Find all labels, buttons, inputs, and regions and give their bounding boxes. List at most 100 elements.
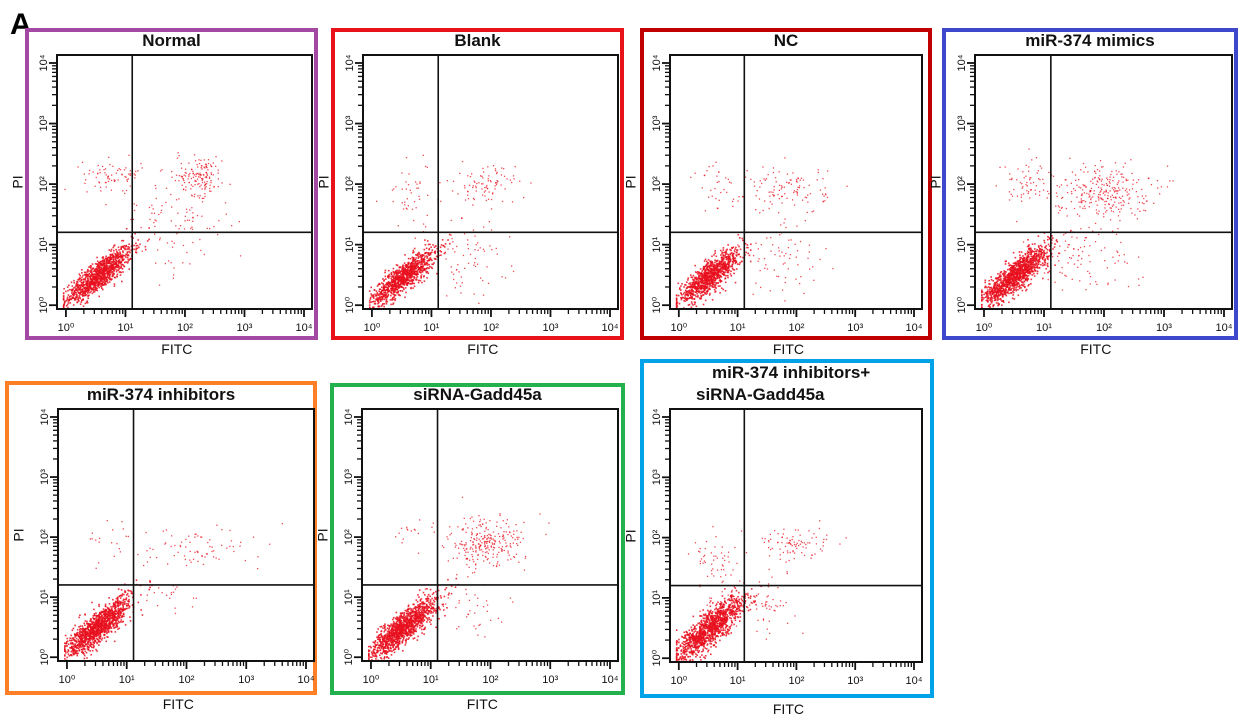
data-point [120,248,122,250]
data-point [824,193,827,195]
data-point [117,266,119,269]
data-point [420,260,423,262]
data-point [78,277,81,279]
data-point [90,274,93,277]
data-point [122,251,124,254]
data-point [416,260,418,262]
data-point [427,243,430,246]
data-point [714,271,716,274]
data-point [208,177,211,179]
data-point [717,276,719,278]
data-point [81,269,83,271]
data-point [1035,259,1037,262]
data-point [708,282,711,284]
data-point [777,193,779,196]
data-point [120,267,123,269]
data-point [109,163,111,166]
data-point [185,208,188,210]
data-point [781,185,783,187]
data-point [69,302,72,304]
data-point [110,179,113,182]
data-point [425,263,427,266]
data-point [443,252,446,255]
data-point [1021,278,1023,281]
data-point [144,248,147,251]
data-point [68,298,70,301]
data-point [458,271,460,273]
data-point [433,251,436,254]
data-point [719,285,721,287]
data-point [1026,250,1029,253]
data-point [411,275,414,278]
data-point [100,271,103,273]
data-point [117,269,120,272]
data-point [782,263,784,265]
data-point [415,274,418,276]
data-point [200,167,202,169]
data-point [727,255,730,258]
data-point [425,226,427,228]
data-point [492,165,495,167]
data-point [218,220,220,222]
data-point [732,257,735,260]
data-point [410,277,412,279]
data-point [1031,250,1033,252]
data-point [447,239,449,241]
data-point [988,287,991,289]
data-point [719,260,721,263]
data-point [446,295,448,297]
data-point [459,285,462,287]
data-point [996,284,999,287]
data-point [997,304,999,307]
data-point [192,170,194,172]
data-point [681,294,683,296]
data-point [781,289,784,291]
data-point [201,168,203,170]
data-point [1005,271,1007,273]
data-point [486,184,488,187]
data-point [424,244,427,246]
data-point [793,191,795,194]
data-point [204,193,206,195]
data-point [1003,272,1005,274]
data-point [981,289,983,292]
data-point [739,256,742,258]
data-point [109,259,112,262]
data-point [175,174,178,176]
y-tick-label: 10³ [651,115,663,131]
data-point [171,176,173,178]
data-point [722,263,724,266]
data-point [478,182,480,184]
data-point [1004,279,1006,282]
data-point [117,264,120,267]
data-point [695,287,697,290]
data-point [104,269,107,272]
data-point [126,180,128,182]
data-point [192,172,194,175]
data-point [989,303,992,306]
data-point [391,189,394,191]
data-point [414,270,417,273]
data-point [1021,261,1023,263]
data-point [727,178,729,180]
data-point [68,299,70,302]
data-point [675,299,678,302]
data-point [381,286,383,289]
data-point [778,189,780,191]
data-point [1032,270,1035,273]
data-point [817,171,819,174]
data-point [483,171,485,173]
data-point [984,281,986,284]
data-point [469,253,472,256]
data-point [996,298,999,300]
data-point [117,254,120,257]
data-point [689,291,691,294]
data-point [124,247,126,250]
data-point [1023,276,1025,278]
data-point [467,239,469,241]
data-point [188,219,190,221]
data-point [411,281,414,283]
data-point [135,251,138,254]
data-point [709,265,712,268]
